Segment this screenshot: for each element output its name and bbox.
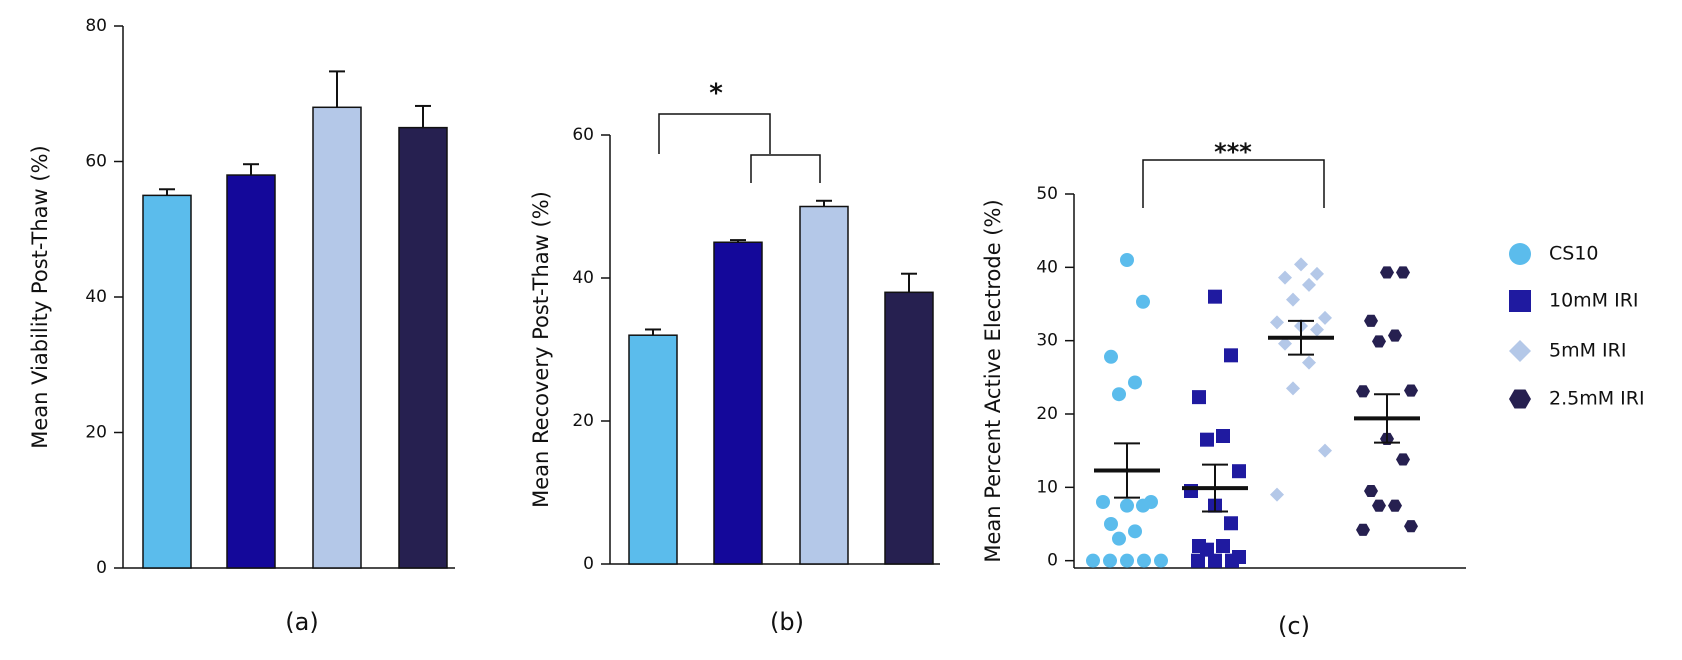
y-tick-label: 40: [85, 287, 107, 307]
point: [1294, 257, 1308, 272]
point: [1120, 498, 1134, 513]
point: [1388, 499, 1402, 512]
point: [1286, 381, 1300, 396]
point: [1388, 329, 1402, 342]
y-tick-label: 0: [1047, 551, 1058, 571]
point: [1200, 542, 1214, 557]
point: [1232, 464, 1246, 479]
bar: [226, 174, 276, 569]
point: [1396, 453, 1410, 466]
point: [1112, 531, 1126, 546]
y-tick-label: 0: [583, 554, 594, 574]
y-axis-label: Mean Recovery Post-Thaw (%): [529, 191, 553, 508]
y-tick-label: 10: [1036, 477, 1058, 497]
point: [1310, 266, 1324, 281]
point: [1224, 516, 1238, 531]
point: [1128, 524, 1142, 539]
point: [1096, 495, 1110, 509]
panel-caption: (a): [285, 608, 318, 636]
y-tick-label: 80: [85, 16, 107, 36]
point: [1302, 355, 1316, 370]
point: [1286, 292, 1300, 307]
significance-bracket: [1142, 159, 1325, 208]
bar: [312, 106, 362, 569]
legend-label: CS10: [1549, 243, 1599, 265]
point: [1104, 517, 1118, 531]
legend-label: 5mM IRI: [1549, 340, 1626, 362]
point: [1128, 375, 1142, 390]
annotation: ***: [1214, 138, 1252, 166]
point: [1302, 277, 1316, 292]
point: [1191, 553, 1205, 568]
point: [1404, 520, 1418, 533]
y-tick-label: 60: [572, 125, 594, 145]
point: [1103, 553, 1117, 568]
bar: [799, 205, 849, 565]
legend-marker: [1509, 243, 1531, 265]
point: [1225, 553, 1239, 568]
point: [1356, 385, 1370, 398]
point: [1208, 553, 1222, 568]
y-tick-label: 30: [1036, 331, 1058, 351]
point: [1154, 553, 1168, 568]
significance-bracket: [750, 154, 821, 183]
point: [1137, 553, 1151, 568]
point: [1310, 322, 1324, 337]
y-axis-label: Mean Percent Active Electrode (%): [981, 199, 1005, 562]
point: [1216, 429, 1230, 443]
point: [1086, 553, 1100, 568]
point: [1270, 487, 1284, 502]
point: [1396, 266, 1410, 279]
y-tick-label: 60: [85, 152, 107, 172]
y-tick-label: 40: [1036, 257, 1058, 277]
y-tick-label: 40: [572, 268, 594, 288]
point: [1364, 314, 1378, 327]
bar: [628, 334, 678, 565]
legend-marker: [1509, 340, 1531, 362]
legend-marker: [1509, 290, 1531, 312]
point: [1224, 348, 1238, 363]
point: [1104, 349, 1118, 364]
significance-bracket: [658, 113, 771, 154]
point: [1372, 335, 1386, 348]
point: [1216, 539, 1230, 553]
point: [1208, 289, 1222, 304]
point: [1356, 523, 1370, 536]
y-tick-label: 20: [1036, 404, 1058, 424]
bar: [142, 194, 192, 569]
legend-label: 10mM IRI: [1549, 290, 1639, 312]
annotation: *: [709, 79, 723, 109]
legend-marker: [1509, 389, 1531, 409]
point: [1372, 499, 1386, 512]
point: [1318, 443, 1332, 458]
y-tick-label: 20: [85, 423, 107, 443]
point: [1278, 270, 1292, 285]
bar: [884, 291, 934, 565]
point: [1364, 484, 1378, 498]
point: [1380, 266, 1394, 279]
panel-caption: (c): [1278, 612, 1310, 640]
point: [1270, 315, 1284, 330]
point: [1136, 294, 1150, 309]
point: [1192, 390, 1206, 405]
bar: [713, 241, 763, 565]
point: [1120, 253, 1134, 267]
legend-label: 2.5mM IRI: [1549, 388, 1645, 410]
y-axis-label: Mean Viability Post-Thaw (%): [28, 145, 52, 448]
y-tick-label: 20: [572, 411, 594, 431]
point: [1136, 498, 1150, 513]
point: [1278, 336, 1292, 351]
y-tick-label: 0: [96, 558, 107, 578]
point: [1120, 553, 1134, 568]
point: [1404, 384, 1418, 397]
point: [1112, 387, 1126, 402]
panel-caption: (b): [770, 608, 804, 636]
point: [1200, 432, 1214, 447]
bar: [398, 126, 448, 569]
point: [1318, 310, 1332, 325]
y-tick-label: 50: [1036, 184, 1058, 204]
